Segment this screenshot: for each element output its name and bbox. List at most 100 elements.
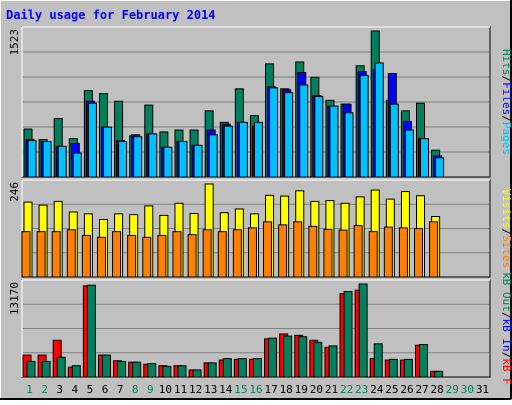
bar-sites [66,229,76,278]
chart-title: Daily usage for February 2014 [6,8,216,22]
bar-kb-out [268,337,278,378]
day-label: 21 [325,383,338,396]
bar-sites [142,236,152,278]
bar-kb-out [252,358,262,378]
bar-sites [232,229,242,278]
day-label: 28 [431,383,444,396]
bar-pages [208,134,218,178]
day-label: 9 [147,383,154,396]
bar-kb-out [192,369,202,378]
day-label: 12 [189,383,202,396]
bar-pages [102,126,112,178]
bar-kb-out [101,354,111,378]
bar-sites [36,231,46,278]
day-label: 15 [234,383,247,396]
bar-kb-out [162,365,172,378]
legend-pages: Pages [500,122,512,155]
legend: Visits/Sites [500,189,512,269]
day-label: 27 [415,383,428,396]
bar-sites [398,227,408,278]
bar-kb-out [132,361,142,378]
bar-sites [157,234,167,278]
day-label: 13 [204,383,217,396]
bar-kb-out [222,358,232,378]
day-label: 8 [132,383,139,396]
bar-sites [263,221,273,278]
panel-visits-sites: 246 Visits/Sites [8,179,512,278]
day-label: 30 [461,383,474,396]
bar-kb-out [403,358,413,378]
bar-kb-out [343,291,353,378]
ymax-label: 13170 [8,282,21,315]
day-label: 20 [310,383,323,396]
legend-kb-in: kB In [500,319,512,352]
legend-separator: / [500,76,512,83]
bar-sites [368,231,378,278]
legend: Hits/Files/Pages [500,49,512,155]
ymax-label: 246 [8,182,21,202]
bar-kb-out [358,283,368,378]
bar-sites [96,236,106,278]
day-label: 16 [249,383,262,396]
bar-kb-out [177,365,187,378]
legend-separator: / [500,312,512,319]
bar-pages [420,138,430,178]
bar-sites [21,231,31,278]
bar-pages [193,144,203,178]
bar-sites [278,224,288,278]
day-label: 25 [385,383,398,396]
day-labels: 1 2 3 4 5 6 7 8 9 10 11 12 13 14 15 16 17 18 19 20 21 22 23 24 2… [26,383,489,396]
day-label: 6 [102,383,109,396]
legend-kb-f: kB F [500,358,512,385]
bar-pages [238,121,248,178]
bar-sites [112,231,122,278]
bar-pages [284,92,294,178]
bar-sites [172,231,182,278]
bar-kb-out [298,336,308,378]
panel-kb: 13170 kB Out/kB In/kB F [8,272,512,385]
ymax-label: 1523 [8,29,21,56]
legend-separator: / [500,229,512,236]
bar-sites [323,228,333,278]
day-label: 2 [41,383,48,396]
bar-kb-out [283,335,293,378]
day-label: 4 [72,383,79,396]
bar-sites [338,229,348,278]
bar-pages [148,133,158,178]
bar-kb-out [434,370,444,378]
day-label: 1 [26,383,33,396]
bar-kb-out [41,360,51,378]
bar-pages [87,102,97,178]
day-label: 19 [295,383,308,396]
legend-sites: Sites [500,235,512,268]
day-label: 26 [400,383,413,396]
day-label: 11 [174,383,187,396]
day-label: 7 [117,383,124,396]
bar-kb-out [328,345,338,378]
day-label: 24 [370,383,384,396]
bar-kb-out [71,365,81,378]
bar-sites [81,234,91,278]
bar-pages [133,136,143,178]
bar-pages [359,74,369,178]
bar-pages [223,125,233,178]
day-label: 17 [264,383,277,396]
bar-pages [57,145,67,178]
bar-kb-out [147,363,157,378]
bar-pages [344,112,354,178]
bar-sites [293,221,303,278]
bar-pages [374,62,384,178]
bar-sites [353,225,363,278]
bar-pages [178,141,188,178]
bar-pages [72,152,82,178]
bar-sites [414,228,424,278]
bar-pages [27,140,37,178]
bar-pages [163,146,173,178]
bar-sites [202,229,212,278]
bar-sites [247,227,257,278]
legend-kb-out: kB Out [500,272,512,312]
bar-pages [299,84,309,178]
